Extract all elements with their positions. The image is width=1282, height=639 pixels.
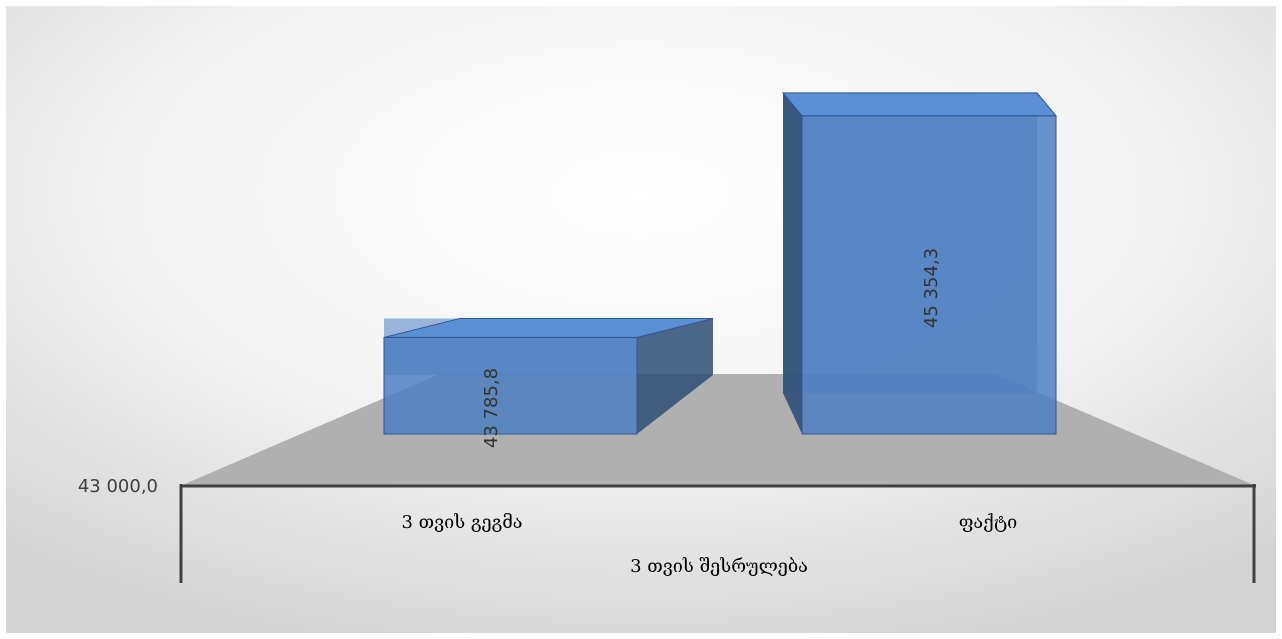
group-label: 3 თვის შესრულება xyxy=(630,556,808,577)
bar-top-face xyxy=(781,92,1058,117)
bar-side-face xyxy=(637,318,713,434)
bar-1 xyxy=(383,317,714,435)
bar-front-face xyxy=(801,115,1057,435)
category-label: ფაქტი xyxy=(959,512,1017,533)
bar-2 xyxy=(781,92,1058,435)
y-tick-label: 43 000,0 xyxy=(78,476,158,497)
data-label: 43 785,8 xyxy=(481,368,502,448)
bar-side-face xyxy=(783,92,802,434)
category-label: 3 თვის გეგმა xyxy=(401,512,522,533)
bar-front-face xyxy=(383,336,638,435)
data-label: 45 354,3 xyxy=(921,248,942,328)
